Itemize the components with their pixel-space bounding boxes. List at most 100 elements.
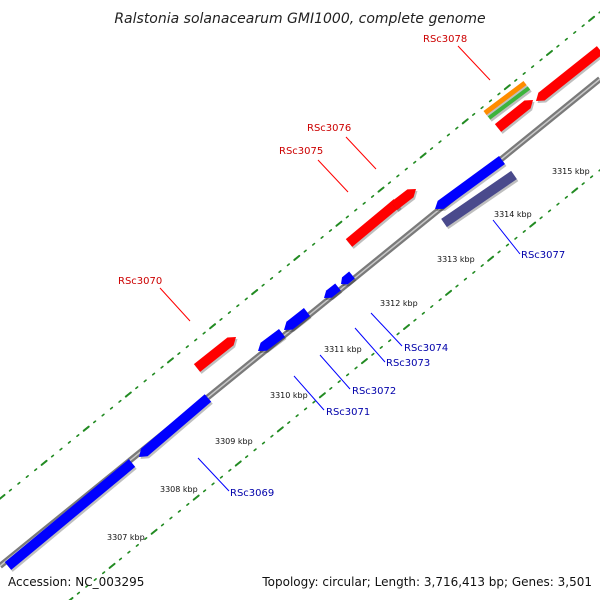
minor-tick-mark xyxy=(135,543,139,547)
gene-rsc3077[interactable] xyxy=(441,170,517,228)
minor-tick-mark xyxy=(522,229,526,233)
minor-tick-mark xyxy=(463,277,468,281)
minor-tick-mark xyxy=(118,399,122,403)
leader-rsc3074 xyxy=(370,312,403,347)
gene-label-rsc3074[interactable]: RSc3074 xyxy=(404,343,448,354)
major-tick-mark xyxy=(487,255,495,262)
gene-label-rsc3069[interactable]: RSc3069 xyxy=(230,488,274,499)
minor-tick-mark xyxy=(455,126,459,130)
minor-tick-mark xyxy=(573,30,577,34)
minor-tick-mark xyxy=(362,201,366,205)
minor-tick-mark xyxy=(311,242,316,246)
minor-tick-mark xyxy=(421,311,425,315)
minor-tick-mark xyxy=(413,318,417,322)
minor-tick-mark xyxy=(581,182,585,186)
minor-tick-mark xyxy=(446,133,451,137)
major-tick-mark xyxy=(82,425,90,432)
topology-text: Topology: circular; Length: 3,716,413 bp… xyxy=(261,575,592,589)
gene-rsc3078[interactable] xyxy=(494,100,533,132)
minor-tick-mark xyxy=(17,481,21,485)
major-tick-mark xyxy=(529,221,537,228)
minor-tick-mark xyxy=(160,523,165,527)
minor-tick-mark xyxy=(329,386,333,390)
minor-tick-mark xyxy=(92,420,97,424)
major-tick-mark xyxy=(293,254,301,261)
major-tick-mark xyxy=(360,358,368,365)
minor-tick-mark xyxy=(59,447,63,451)
gene-reverse-3077a[interactable] xyxy=(435,155,505,209)
scale-tick-label: 3315 kbp xyxy=(552,167,590,176)
major-tick-mark xyxy=(318,392,326,399)
minor-tick-mark xyxy=(303,249,307,253)
minor-tick-mark xyxy=(429,147,434,151)
minor-tick-mark xyxy=(354,366,358,370)
minor-tick-mark xyxy=(396,174,400,178)
minor-tick-mark xyxy=(530,65,535,69)
gene-features xyxy=(4,46,600,572)
gene-rsc3073[interactable] xyxy=(324,283,341,298)
minor-tick-mark xyxy=(539,58,543,62)
minor-tick-mark xyxy=(169,516,173,520)
scale-tick-label: 3314 kbp xyxy=(494,210,532,219)
feature-green-shadow xyxy=(489,88,532,122)
minor-tick-mark xyxy=(404,167,408,171)
minor-tick-mark xyxy=(564,37,568,41)
minor-tick-mark xyxy=(269,276,274,280)
minor-tick-mark xyxy=(186,502,190,506)
minor-tick-mark xyxy=(472,112,476,116)
gene-label-rsc3077[interactable]: RSc3077 xyxy=(521,250,565,261)
feature-orange[interactable] xyxy=(483,81,527,115)
gene-rsc3071[interactable] xyxy=(258,329,285,351)
major-tick-mark xyxy=(124,391,132,398)
minor-tick-mark xyxy=(253,448,257,452)
minor-tick-mark xyxy=(211,482,215,486)
minor-tick-mark xyxy=(101,413,105,417)
major-tick-mark xyxy=(0,493,6,500)
accession-text: Accession: NC_003295 xyxy=(8,575,144,589)
minor-tick-mark xyxy=(93,578,97,582)
genome-title: Ralstonia solanacearum GMI1000, complete… xyxy=(114,11,485,27)
minor-tick-mark xyxy=(514,78,518,82)
gene-rsc3074[interactable] xyxy=(341,271,355,285)
gene-label-rsc3070[interactable]: RSc3070 xyxy=(118,276,162,287)
major-tick-mark xyxy=(276,426,284,433)
leader-rsc3076 xyxy=(345,136,377,170)
minor-tick-mark xyxy=(598,168,600,172)
gene-label-rsc3071[interactable]: RSc3071 xyxy=(326,407,370,418)
major-tick-mark xyxy=(419,152,427,159)
gene-label-rsc3072[interactable]: RSc3072 xyxy=(352,386,396,397)
leader-rsc3071 xyxy=(293,375,325,411)
minor-tick-mark xyxy=(151,372,156,376)
minor-tick-mark xyxy=(261,283,265,287)
gene-rsc3075[interactable] xyxy=(345,199,401,247)
minor-tick-mark xyxy=(118,557,123,561)
gene-label-rsc3073[interactable]: RSc3073 xyxy=(386,358,430,369)
minor-tick-mark xyxy=(85,584,89,588)
gene-rsc3076[interactable] xyxy=(390,189,416,210)
gene-label-rsc3078[interactable]: RSc3078 xyxy=(423,34,467,45)
gene-label-rsc3075[interactable]: RSc3075 xyxy=(279,146,323,157)
minor-tick-mark xyxy=(480,264,484,268)
minor-tick-mark xyxy=(539,216,543,220)
minor-tick-mark xyxy=(480,106,484,110)
minor-tick-mark xyxy=(219,475,224,479)
gene-reverse-partial[interactable] xyxy=(4,459,136,570)
minor-tick-mark xyxy=(185,345,189,349)
minor-tick-mark xyxy=(143,379,147,383)
gene-forward-partial[interactable] xyxy=(536,46,600,101)
minor-tick-mark xyxy=(135,386,139,390)
minor-tick-mark xyxy=(337,380,341,384)
minor-tick-mark xyxy=(488,99,493,103)
minor-tick-mark xyxy=(547,209,552,213)
scale-tick-label: 3310 kbp xyxy=(270,391,308,400)
feature-green[interactable] xyxy=(487,86,531,120)
gene-rsc3069[interactable] xyxy=(139,394,212,457)
minor-tick-mark xyxy=(505,243,510,247)
gene-rsc3070[interactable] xyxy=(193,337,236,372)
minor-tick-mark xyxy=(261,441,266,445)
major-tick-mark xyxy=(571,187,579,194)
minor-tick-mark xyxy=(202,331,206,335)
gene-rsc3072[interactable] xyxy=(284,308,311,330)
gene-label-rsc3076[interactable]: RSc3076 xyxy=(307,123,351,134)
